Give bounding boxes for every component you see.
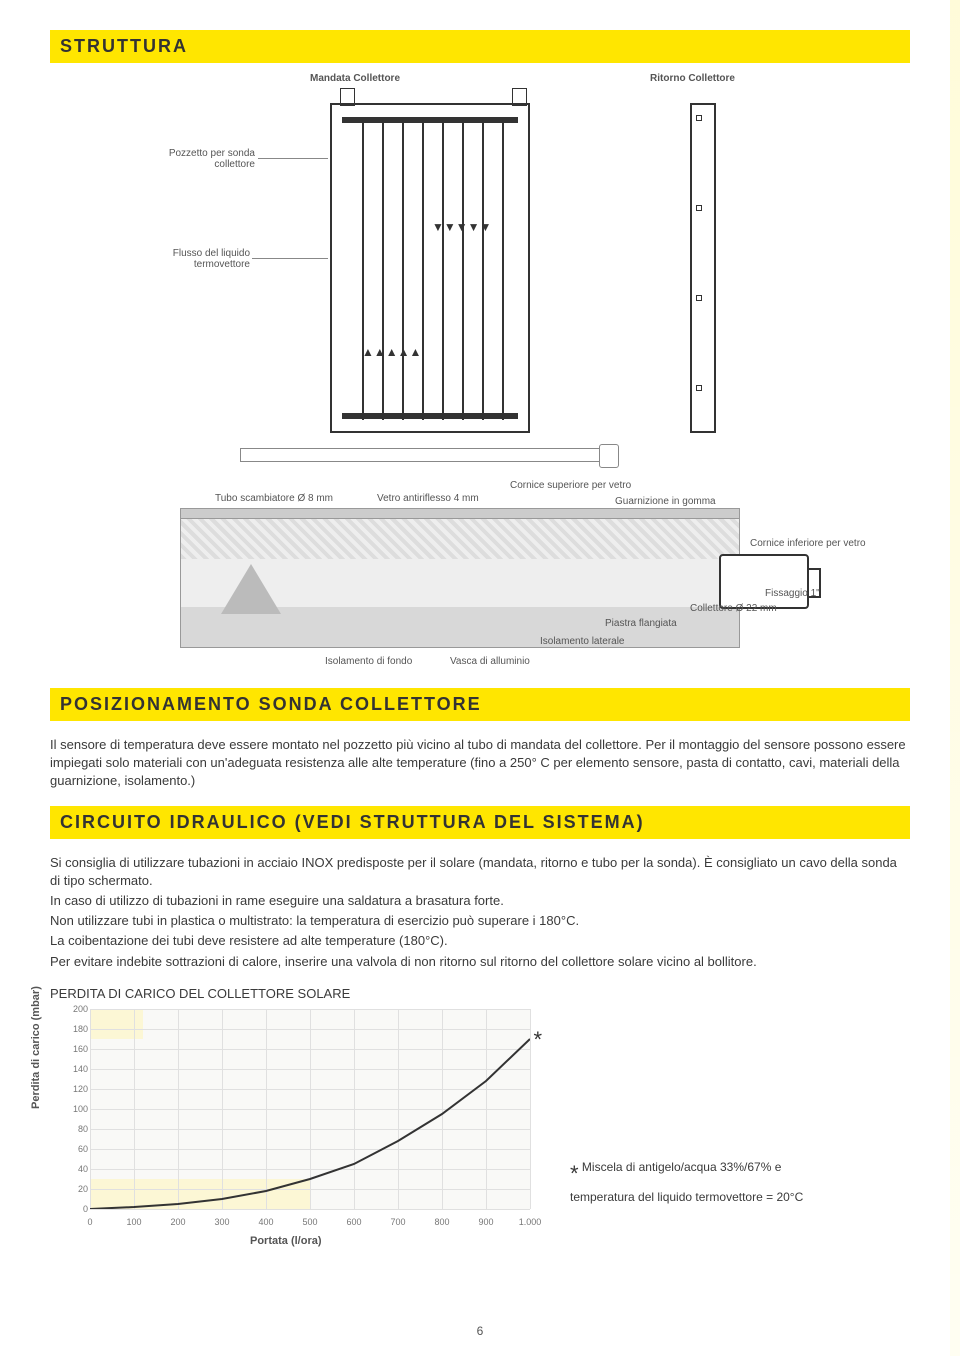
legend-note-text: Miscela di antigelo/acqua 33%/67% e temp… xyxy=(570,1160,803,1205)
posizionamento-body: Il sensore di temperatura deve essere mo… xyxy=(50,736,910,791)
heading-circuito-text: CIRCUITO IDRAULICO (VEDI STRUTTURA DEL S… xyxy=(60,812,645,832)
heading-struttura-text: STRUTTURA xyxy=(60,36,188,56)
structure-diagram: ▼▼▼▼▼ ▲▲▲▲▲ xyxy=(50,78,910,668)
circuito-p1: In caso di utilizzo di tubazioni in rame… xyxy=(50,892,910,910)
label-fissaggio: Fissaggio 1" xyxy=(765,588,820,599)
heading-posizionamento-text: POSIZIONAMENTO SONDA COLLETTORE xyxy=(60,694,482,714)
star-mark-curve: * xyxy=(533,1027,542,1053)
label-cornice-inf: Cornice inferiore per vetro xyxy=(750,538,866,549)
heading-posizionamento: POSIZIONAMENTO SONDA COLLETTORE xyxy=(50,688,910,721)
layer-hatch xyxy=(181,519,739,559)
fitting xyxy=(719,554,809,609)
leader-line xyxy=(252,258,328,259)
chart-x-axis-label: Portata (l/ora) xyxy=(250,1235,322,1247)
star-mark-legend: * xyxy=(570,1161,579,1186)
circuito-p0: Si consiglia di utilizzare tubazioni in … xyxy=(50,854,910,890)
chart-curve-line xyxy=(90,1039,530,1209)
collector-bottom-strip xyxy=(240,448,600,462)
label-isolamento-fondo: Isolamento di fondo xyxy=(325,656,412,667)
chart-title: PERDITA DI CARICO DEL COLLETTORE SOLARE xyxy=(50,986,910,1001)
heading-struttura: STRUTTURA xyxy=(50,30,910,63)
pressure-drop-chart: Perdita di carico (mbar) * 0204060801001… xyxy=(50,1009,910,1239)
chart-y-axis-label: Perdita di carico (mbar) xyxy=(30,986,42,1109)
circuito-p4: Per evitare indebite sottrazioni di calo… xyxy=(50,953,910,971)
chart-plot-area: * xyxy=(90,1009,530,1209)
strip-end xyxy=(599,444,619,468)
label-piastra: Piastra flangiata xyxy=(605,618,677,629)
label-mandata: Mandata Collettore xyxy=(310,73,400,84)
page: STRUTTURA ▼▼▼▼▼ ▲▲▲▲▲ xyxy=(0,0,960,1356)
label-guarnizione: Guarnizione in gomma xyxy=(615,496,716,507)
chart-curve-svg xyxy=(90,1009,530,1209)
collector-side-view xyxy=(690,103,716,433)
tube xyxy=(422,120,424,420)
label-vetro: Vetro antiriflesso 4 mm xyxy=(377,493,479,504)
flow-arrows-down: ▼▼▼▼▼ xyxy=(432,220,491,234)
side-marker xyxy=(696,115,702,121)
label-pozzetto: Pozzetto per sonda collettore xyxy=(145,148,255,170)
tube xyxy=(462,120,464,420)
circuito-body: Si consiglia di utilizzare tubazioni in … xyxy=(50,854,910,971)
tube xyxy=(382,120,384,420)
page-number: 6 xyxy=(477,1324,484,1338)
label-isolamento-lat: Isolamento laterale xyxy=(540,636,625,647)
circuito-p2: Non utilizzare tubi in plastica o multis… xyxy=(50,912,910,930)
label-cornice-sup: Cornice superiore per vetro xyxy=(510,480,631,491)
collector-front-view: ▼▼▼▼▼ ▲▲▲▲▲ xyxy=(330,103,530,433)
circuito-p3: La coibentazione dei tubi deve resistere… xyxy=(50,932,910,950)
side-marker xyxy=(696,295,702,301)
tube xyxy=(502,120,504,420)
tube xyxy=(482,120,484,420)
layer-top xyxy=(181,509,739,519)
leader-line xyxy=(258,158,328,159)
label-vasca: Vasca di alluminio xyxy=(450,656,530,667)
label-flusso: Flusso del liquido termovettore xyxy=(130,248,250,270)
decorative-edge xyxy=(950,0,960,1356)
header-top xyxy=(342,117,518,123)
label-tubo-scambiatore: Tubo scambiatore Ø 8 mm xyxy=(215,493,333,504)
heading-circuito: CIRCUITO IDRAULICO (VEDI STRUTTURA DEL S… xyxy=(50,806,910,839)
side-marker xyxy=(696,385,702,391)
port-mandata xyxy=(340,88,355,106)
tube xyxy=(402,120,404,420)
triangle-detail xyxy=(221,564,281,614)
chart-legend-note: * Miscela di antigelo/acqua 33%/67% e te… xyxy=(570,1159,830,1207)
port-ritorno xyxy=(512,88,527,106)
posizionamento-paragraph: Il sensore di temperatura deve essere mo… xyxy=(50,736,910,791)
side-marker xyxy=(696,205,702,211)
tube xyxy=(362,120,364,420)
label-collettore-d: Collettore Ø 22 mm xyxy=(690,603,777,614)
header-bottom xyxy=(342,413,518,419)
tube xyxy=(442,120,444,420)
flow-arrows-up: ▲▲▲▲▲ xyxy=(362,345,421,359)
label-ritorno: Ritorno Collettore xyxy=(650,73,735,84)
